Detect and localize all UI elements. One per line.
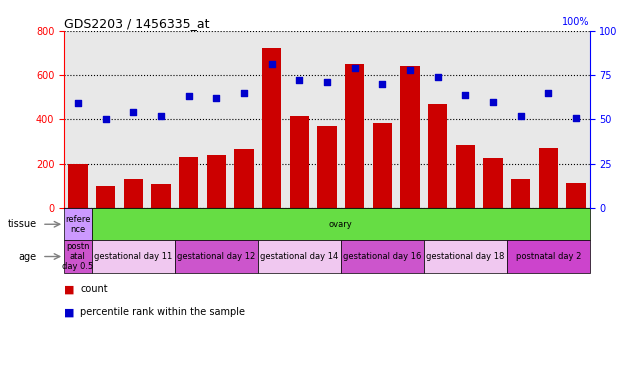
Text: tissue: tissue — [7, 219, 37, 229]
Text: 100%: 100% — [562, 17, 590, 27]
Point — [294, 77, 304, 83]
Bar — [175, 240, 258, 273]
Bar — [424, 240, 507, 273]
Text: postn
atal
day 0.5: postn atal day 0.5 — [62, 242, 94, 271]
Text: age: age — [19, 252, 37, 262]
Point — [267, 61, 277, 68]
Point — [156, 113, 166, 119]
Bar — [262, 48, 281, 208]
Bar — [64, 240, 92, 273]
Point — [183, 93, 194, 99]
Bar — [258, 240, 341, 273]
Bar — [483, 158, 503, 208]
Text: gestational day 16: gestational day 16 — [343, 252, 421, 261]
Text: percentile rank within the sample: percentile rank within the sample — [80, 307, 245, 317]
Bar — [400, 66, 420, 208]
Point — [543, 90, 553, 96]
Point — [515, 113, 526, 119]
Bar — [507, 240, 590, 273]
Bar — [68, 164, 88, 208]
Bar — [456, 145, 475, 208]
Point — [211, 95, 221, 101]
Bar — [290, 116, 309, 208]
Text: ovary: ovary — [329, 220, 353, 229]
Bar — [151, 184, 171, 208]
Bar — [566, 183, 586, 208]
Bar — [372, 123, 392, 208]
Bar — [538, 148, 558, 208]
Text: ■: ■ — [64, 284, 74, 294]
Text: GDS2203 / 1456335_at: GDS2203 / 1456335_at — [64, 17, 210, 30]
Point — [349, 65, 360, 71]
Bar — [345, 64, 364, 208]
Text: ■: ■ — [64, 307, 74, 317]
Bar — [234, 149, 254, 208]
Text: gestational day 11: gestational day 11 — [94, 252, 172, 261]
Text: count: count — [80, 284, 108, 294]
Bar — [179, 157, 198, 208]
Point — [322, 79, 332, 85]
Text: gestational day 12: gestational day 12 — [177, 252, 255, 261]
Text: gestational day 14: gestational day 14 — [260, 252, 338, 261]
Point — [377, 81, 387, 87]
Bar — [317, 126, 337, 208]
Bar — [96, 186, 115, 208]
Bar — [64, 208, 92, 240]
Bar — [124, 179, 143, 208]
Point — [433, 74, 443, 80]
Point — [488, 99, 498, 105]
Text: refere
nce: refere nce — [65, 215, 90, 234]
Text: postnatal day 2: postnatal day 2 — [515, 252, 581, 261]
Bar — [206, 155, 226, 208]
Point — [128, 109, 138, 116]
Point — [239, 90, 249, 96]
Bar — [92, 240, 175, 273]
Bar — [341, 240, 424, 273]
Point — [73, 100, 83, 106]
Point — [460, 91, 470, 98]
Bar — [511, 179, 530, 208]
Text: gestational day 18: gestational day 18 — [426, 252, 504, 261]
Point — [101, 116, 111, 122]
Bar — [428, 104, 447, 208]
Point — [570, 114, 581, 121]
Point — [404, 67, 415, 73]
